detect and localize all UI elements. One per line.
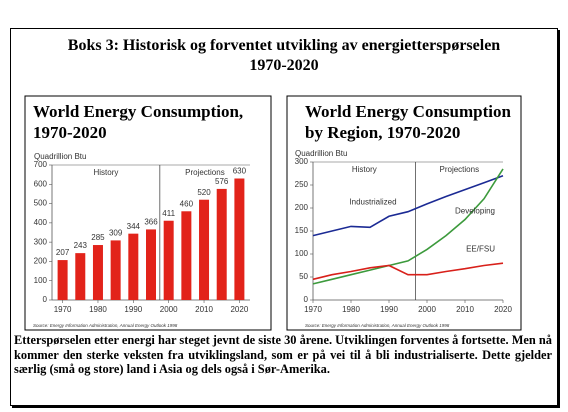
y-axis-label: Quadrillion Btu xyxy=(295,149,347,158)
value-label: 309 xyxy=(109,229,123,238)
bar xyxy=(75,253,86,300)
y-tick-label: 400 xyxy=(34,218,48,227)
x-tick-label: 2000 xyxy=(160,305,178,314)
series-line xyxy=(312,262,504,281)
chart-title: by Region, 1970-2020 xyxy=(305,123,460,142)
bar xyxy=(146,229,156,300)
y-tick-label: 200 xyxy=(295,203,309,212)
source: Source: Energy Information Administratio… xyxy=(33,323,178,328)
bar xyxy=(110,240,121,300)
value-label: 630 xyxy=(233,167,247,176)
x-tick-label: 2010 xyxy=(195,305,213,314)
title-line: 1970-2020 xyxy=(249,57,319,74)
value-label: 243 xyxy=(74,241,88,250)
label-bg xyxy=(73,242,88,251)
annotation: Projections xyxy=(440,165,480,174)
value-label: 285 xyxy=(91,233,105,242)
chart-title: World Energy Consumption, xyxy=(33,102,243,121)
bar xyxy=(199,199,210,300)
box-frame xyxy=(10,28,558,406)
label-bg xyxy=(214,177,229,186)
y-tick-label: 0 xyxy=(304,295,309,304)
label-bg xyxy=(144,218,158,227)
value-label: 366 xyxy=(144,218,158,227)
y-tick-label: 100 xyxy=(34,276,48,285)
x-tick-label: 2020 xyxy=(230,305,248,314)
value-label: 344 xyxy=(127,222,141,231)
label-bg xyxy=(90,234,105,243)
series-line xyxy=(312,168,504,285)
y-tick-label: 100 xyxy=(295,249,309,258)
annotation: History xyxy=(93,168,118,177)
bar xyxy=(163,220,174,300)
y-tick-label: 50 xyxy=(299,272,308,281)
bar xyxy=(216,188,227,300)
annotation: History xyxy=(352,165,377,174)
x-tick-label: 1970 xyxy=(54,305,72,314)
bar xyxy=(181,211,192,300)
y-tick-label: 600 xyxy=(34,179,48,188)
x-tick-label: 1970 xyxy=(304,305,322,314)
x-tick-label: 2020 xyxy=(494,305,512,314)
series-line xyxy=(312,175,504,237)
series-label: EE/FSU xyxy=(466,244,495,253)
title-line: Boks 3: Historisk og forventet utvikling… xyxy=(67,37,501,54)
x-tick-label: 1980 xyxy=(89,305,107,314)
box-title: Boks 3: Historisk og forventet utvikling… xyxy=(10,36,558,76)
x-tick-label: 1990 xyxy=(380,305,398,314)
x-tick-label: 2010 xyxy=(456,305,474,314)
x-tick-label: 2000 xyxy=(418,305,436,314)
chart-title: World Energy Consumption xyxy=(305,102,511,121)
value-label: 460 xyxy=(180,199,194,208)
x-tick-label: 1980 xyxy=(342,305,360,314)
chart-title: 1970-2020 xyxy=(33,123,107,142)
value-label: 411 xyxy=(162,209,175,218)
y-tick-label: 500 xyxy=(34,199,48,208)
label-bg xyxy=(232,167,247,176)
value-label: 207 xyxy=(56,248,70,257)
y-axis-label: Quadrillion Btu xyxy=(34,152,86,161)
series-label: Industrialized xyxy=(349,197,396,206)
series-label: Developing xyxy=(455,207,495,216)
label-bg xyxy=(126,222,141,231)
label-bg xyxy=(161,209,176,218)
y-tick-label: 200 xyxy=(34,257,48,266)
y-tick-label: 0 xyxy=(43,295,48,304)
y-tick-label: 250 xyxy=(295,180,309,189)
y-tick-label: 300 xyxy=(34,237,48,246)
y-tick-label: 700 xyxy=(34,160,48,169)
value-label: 520 xyxy=(197,188,211,197)
panel xyxy=(286,95,522,331)
source: Source: Energy Information Administratio… xyxy=(305,323,450,328)
bar xyxy=(234,178,245,300)
label-bg xyxy=(179,200,194,209)
annotation: Projections xyxy=(185,168,225,177)
label-bg xyxy=(197,188,212,197)
bar xyxy=(92,245,103,300)
label-bg xyxy=(108,229,123,238)
bar xyxy=(128,233,139,300)
label-bg xyxy=(55,249,70,258)
y-tick-label: 300 xyxy=(295,157,309,166)
bar xyxy=(57,260,68,300)
x-tick-label: 1990 xyxy=(124,305,142,314)
y-tick-label: 150 xyxy=(295,226,309,235)
paragraph: Etterspørselen etter energi har steget j… xyxy=(14,333,552,376)
value-label: 576 xyxy=(215,177,229,186)
